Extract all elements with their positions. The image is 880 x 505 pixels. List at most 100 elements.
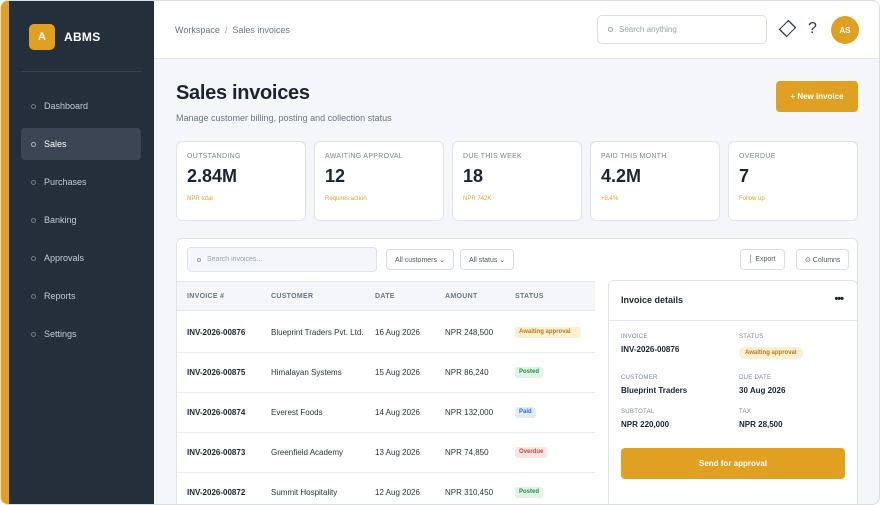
table-header: INVOICE # CUSTOMER DATE AMOUNT STATUS	[177, 281, 595, 311]
kpi-value: 4.2M	[601, 166, 642, 186]
app-name: ABMS	[64, 30, 101, 44]
settings-icon	[29, 330, 38, 338]
search-icon	[197, 257, 201, 262]
sidebar-item-purchases[interactable]: Purchases	[21, 166, 141, 198]
customer-label: CUSTOMER	[621, 375, 658, 381]
breadcrumb-workspace[interactable]: Workspace	[175, 25, 220, 35]
invoice-search-input[interactable]	[207, 256, 367, 263]
status-badge: Posted	[515, 367, 544, 378]
invoice-date: 12 Aug 2026	[375, 488, 420, 497]
sidebar-item-approvals[interactable]: Approvals	[21, 242, 141, 274]
status-badge: Paid	[515, 407, 536, 418]
invoice-amount: NPR 132,000	[445, 408, 494, 417]
status-filter[interactable]: All status ⌄	[460, 249, 515, 270]
column-header-amount[interactable]: AMOUNT	[445, 293, 478, 300]
status-badge: Posted	[515, 487, 544, 498]
breadcrumb-current: Sales invoices	[232, 25, 290, 35]
dashboard-icon	[29, 102, 38, 110]
invoice-date: 16 Aug 2026	[375, 328, 420, 337]
table-row[interactable]: INV-2026-00876 Blueprint Traders Pvt. Lt…	[177, 313, 595, 353]
invoice-amount: NPR 74,850	[445, 448, 489, 457]
invoice-date: 13 Aug 2026	[375, 448, 420, 457]
customer-name: Summit Hospitality	[271, 488, 338, 497]
customer-value: Blueprint Traders	[621, 386, 688, 395]
status-badge: Overdue	[515, 447, 548, 458]
status-badge: Awaiting approval	[739, 347, 803, 359]
sidebar-item-label: Settings	[44, 329, 77, 339]
kpi-paid-this-month: PAID THIS MONTH 4.2M +8.4%	[590, 141, 720, 221]
kpi-value: 7	[739, 166, 750, 186]
table-row[interactable]: INV-2026-00875 Himalayan Systems 15 Aug …	[177, 353, 595, 393]
invoice-number: INV-2026-00873	[187, 448, 246, 457]
invoice-date: 15 Aug 2026	[375, 368, 420, 377]
details-header: Invoice details •••	[609, 281, 857, 321]
column-header-status[interactable]: STATUS	[515, 293, 544, 300]
export-button[interactable]: │ Export	[740, 249, 785, 270]
details-title: Invoice details	[621, 295, 684, 305]
due-date-value: 30 Aug 2026	[739, 386, 786, 395]
banking-icon	[29, 216, 38, 224]
avatar[interactable]: AS	[831, 16, 859, 44]
invoice-amount: NPR 248,500	[445, 328, 494, 337]
sidebar-item-sales[interactable]: Sales	[21, 128, 141, 160]
column-header-date[interactable]: DATE	[375, 293, 395, 300]
sidebar-item-label: Banking	[44, 215, 77, 225]
customer-filter[interactable]: All customers ⌄	[386, 249, 454, 270]
sidebar-item-reports[interactable]: Reports	[21, 280, 141, 312]
kpi-value: 12	[325, 166, 346, 186]
table-row[interactable]: INV-2026-00872 Summit Hospitality 12 Aug…	[177, 473, 595, 504]
customer-name: Everest Foods	[271, 408, 323, 417]
kpi-value: 18	[463, 166, 484, 186]
invoice-number: INV-2026-00875	[187, 368, 246, 377]
kpi-label: OUTSTANDING	[187, 153, 241, 160]
global-search-input[interactable]	[619, 25, 749, 34]
breadcrumb: Workspace / Sales invoices	[175, 25, 290, 35]
breadcrumb-separator: /	[224, 25, 228, 35]
column-header-invoice[interactable]: INVOICE #	[187, 293, 225, 300]
sidebar: A ABMS Dashboard Sales Purchases Banking	[9, 1, 154, 504]
customer-name: Blueprint Traders Pvt. Ltd.	[271, 328, 364, 337]
invoice-amount: NPR 310,450	[445, 488, 494, 497]
kpi-note: Requires action	[325, 196, 367, 202]
accent-strip	[1, 1, 9, 504]
table-row[interactable]: INV-2026-00874 Everest Foods 14 Aug 2026…	[177, 393, 595, 433]
send-for-approval-button[interactable]: Send for approval	[621, 448, 845, 479]
purchases-icon	[29, 178, 38, 186]
sidebar-item-label: Reports	[44, 291, 76, 301]
more-options-icon[interactable]: •••	[834, 293, 844, 305]
status-badge: Awaiting approval	[515, 327, 581, 338]
kpi-label: DUE THIS WEEK	[463, 153, 523, 160]
sidebar-item-dashboard[interactable]: Dashboard	[21, 90, 141, 122]
kpi-label: AWAITING APPROVAL	[325, 153, 403, 160]
table-row[interactable]: INV-2026-00873 Greenfield Academy 13 Aug…	[177, 433, 595, 473]
new-invoice-button[interactable]: + New invoice	[776, 81, 858, 112]
app-logo: A	[29, 24, 55, 50]
sidebar-item-settings[interactable]: Settings	[21, 318, 141, 350]
invoice-search	[187, 247, 377, 272]
search-icon	[608, 27, 613, 32]
invoice-label: INVOICE	[621, 334, 648, 340]
sidebar-item-label: Sales	[44, 139, 67, 149]
sidebar-item-label: Dashboard	[44, 101, 89, 111]
kpi-awaiting-approval: AWAITING APPROVAL 12 Requires action	[314, 141, 444, 221]
sidebar-divider	[21, 71, 141, 72]
status-label: STATUS	[739, 334, 764, 340]
column-header-customer[interactable]: CUSTOMER	[271, 293, 314, 300]
kpi-due-this-week: DUE THIS WEEK 18 NPR 742K	[452, 141, 582, 221]
invoice-amount: NPR 86,240	[445, 368, 489, 377]
diamond-icon[interactable]	[778, 19, 797, 38]
help-icon[interactable]: ?	[808, 20, 817, 37]
kpi-outstanding: OUTSTANDING 2.84M NPR total	[176, 141, 306, 221]
invoice-details-panel: Invoice details ••• INVOICE INV-2026-008…	[608, 280, 858, 504]
due-date-label: DUE DATE	[739, 375, 772, 381]
approvals-icon	[29, 254, 38, 262]
sidebar-item-banking[interactable]: Banking	[21, 204, 141, 236]
invoice-value: INV-2026-00876	[621, 345, 680, 354]
sidebar-nav: Dashboard Sales Purchases Banking Approv…	[21, 90, 141, 356]
customer-name: Himalayan Systems	[271, 368, 342, 377]
tax-value: NPR 28,500	[739, 420, 783, 429]
sidebar-item-label: Approvals	[44, 253, 85, 263]
columns-button[interactable]: ⊙ Columns	[796, 249, 850, 270]
kpi-label: OVERDUE	[739, 153, 776, 160]
